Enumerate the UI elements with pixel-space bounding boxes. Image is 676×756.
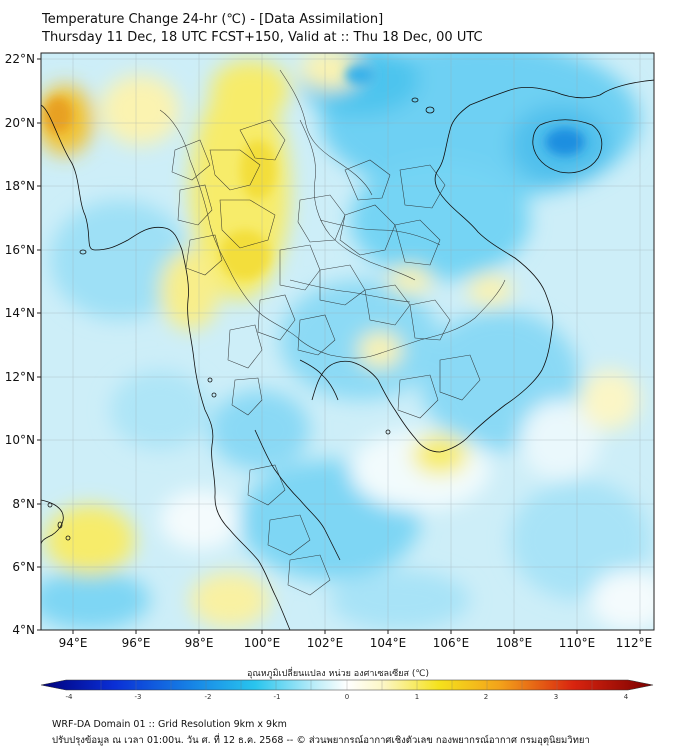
lon-tick-label: 96°E [122, 636, 151, 650]
lat-tick-label: 12°N [5, 370, 35, 384]
lat-tick-label: 14°N [5, 306, 35, 320]
longitude-axis: 94°E 96°E 98°E 100°E 102°E 104°E 106°E 1… [59, 630, 653, 650]
footer-model-info: WRF-DA Domain 01 :: Grid Resolution 9km … [52, 719, 287, 730]
lon-tick-label: 102°E [307, 636, 344, 650]
map-frame [40, 52, 655, 631]
lat-tick-label: 16°N [5, 243, 35, 257]
lat-tick-label: 6°N [12, 560, 35, 574]
lon-tick-label: 104°E [370, 636, 407, 650]
chart-subtitle: Thursday 11 Dec, 18 UTC FCST+150, Valid … [42, 30, 483, 45]
lon-tick-label: 98°E [185, 636, 214, 650]
lat-tick-label: 22°N [5, 52, 35, 66]
lon-tick-label: 108°E [496, 636, 533, 650]
colorbar-tick-label: 1 [415, 693, 419, 701]
lat-tick-label: 4°N [12, 623, 35, 637]
lon-tick-label: 112°E [616, 636, 653, 650]
colorbar-tick-label: 0 [345, 693, 349, 701]
chart-title: Temperature Change 24-hr (℃) - [Data Ass… [42, 12, 384, 27]
colorbar-tick-label: -3 [135, 693, 142, 701]
colorbar-segments [100, 680, 593, 690]
latitude-axis: 22°N 20°N 18°N 16°N 14°N 12°N 10°N 8°N 6… [5, 52, 41, 637]
lat-tick-label: 20°N [5, 116, 35, 130]
lon-tick-label: 94°E [59, 636, 88, 650]
lat-tick-label: 8°N [12, 497, 35, 511]
lat-tick-label: 18°N [5, 179, 35, 193]
colorbar-tick-label: -1 [274, 693, 281, 701]
colorbar-tick-label: 2 [484, 693, 488, 701]
coastlines [41, 79, 654, 630]
footer-credit: ปรับปรุงข้อมูล ณ เวลา 01:00น. วัน ศ. ที่… [52, 735, 590, 746]
colorbar-label: อุณหภูมิเปลี่ยนแปลง หน่วย องศาเซลเซียส (… [246, 669, 430, 679]
lon-tick-label: 110°E [559, 636, 596, 650]
colorbar-tick-label: 3 [554, 693, 558, 701]
lat-tick-label: 10°N [5, 433, 35, 447]
colorbar-ticks: -4 -3 -2 -1 0 1 2 3 4 [66, 693, 629, 701]
lon-tick-label: 106°E [433, 636, 470, 650]
temperature-field [41, 53, 654, 630]
colorbar-tick-label: -2 [205, 693, 212, 701]
colorbar-tick-label: -4 [66, 693, 74, 701]
admin-borders [159, 69, 506, 596]
lon-tick-label: 100°E [244, 636, 281, 650]
colorbar-tick-label: 4 [624, 693, 629, 701]
